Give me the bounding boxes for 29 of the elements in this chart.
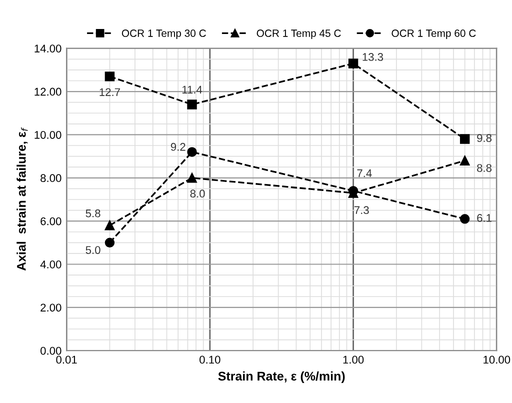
x-tick-label: 0.01 — [56, 356, 77, 364]
x-tick-label: 0.10 — [200, 356, 220, 364]
data-label: 7.3 — [354, 206, 369, 214]
x-axis-title: Strain Rate, ε (%/min) — [218, 371, 345, 384]
data-label: 11.4 — [182, 86, 202, 94]
data-label: 7.4 — [357, 169, 372, 178]
legend-label: OCR 1 Temp 45 C — [256, 30, 341, 39]
data-label: 8.8 — [477, 164, 492, 172]
data-label: 12.7 — [100, 88, 120, 96]
y-axis-title: Axial strain at failure, ε$_{f}$ — [16, 127, 28, 271]
data-label: 6.1 — [477, 214, 492, 222]
y-tick-label: 8.00 — [40, 174, 62, 182]
data-label: 9.2 — [170, 142, 186, 151]
y-tick-label: 14.00 — [34, 44, 62, 52]
y-tick-label: 6.00 — [40, 217, 62, 226]
data-label: 5.8 — [86, 209, 100, 218]
y-tick-label: 0.00 — [40, 346, 62, 355]
data-label: 13.3 — [362, 53, 384, 61]
y-tick-label: 4.00 — [40, 260, 62, 268]
y-tick-label: 12.00 — [34, 88, 62, 96]
x-tick-label: 1.00 — [343, 356, 364, 364]
y-tick-label: 10.00 — [34, 130, 62, 139]
legend-label: OCR 1 Temp 60 C — [392, 30, 476, 39]
data-label: 5.0 — [86, 246, 100, 254]
data-label: 9.8 — [477, 134, 492, 142]
legend-label: OCR 1 Temp 30 C — [122, 30, 206, 39]
data-label: 8.0 — [190, 190, 205, 198]
y-tick-label: 2.00 — [40, 304, 62, 312]
x-tick-label: 10.00 — [484, 356, 510, 364]
